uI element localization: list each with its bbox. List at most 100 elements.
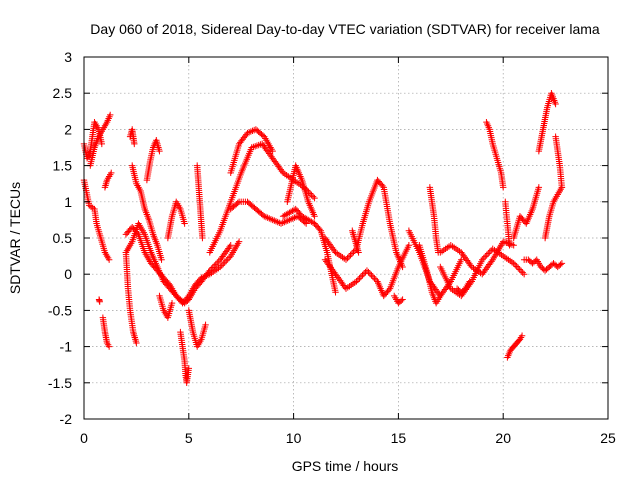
data-point xyxy=(485,250,492,257)
data-point xyxy=(309,193,317,200)
data-point xyxy=(440,287,448,295)
data-point xyxy=(366,270,374,277)
data-point xyxy=(459,250,466,258)
data-point xyxy=(333,272,340,280)
data-point xyxy=(225,245,232,252)
data-point xyxy=(371,275,378,282)
data-point xyxy=(558,260,566,267)
data-series-s29 xyxy=(437,238,517,278)
data-point xyxy=(516,266,523,273)
data-series-s3 xyxy=(87,111,114,169)
data-point xyxy=(520,271,528,278)
data-point xyxy=(340,282,347,289)
data-series-s19 xyxy=(227,126,276,177)
data-point xyxy=(482,253,489,260)
data-point xyxy=(270,156,278,164)
data-point xyxy=(327,264,335,271)
data-point xyxy=(262,145,269,152)
data-series-s34 xyxy=(520,256,566,274)
data-point xyxy=(342,256,350,263)
data-series-s4 xyxy=(99,314,113,350)
data-point xyxy=(433,287,441,295)
data-point xyxy=(168,299,176,307)
y-tick-label: 0.5 xyxy=(53,230,73,246)
data-point xyxy=(355,249,362,256)
data-point xyxy=(535,184,543,191)
data-point xyxy=(325,261,332,268)
data-point xyxy=(224,246,231,254)
data-point xyxy=(339,280,346,288)
data-series-s31 xyxy=(502,198,513,249)
data-point xyxy=(437,292,444,300)
data-point xyxy=(269,155,276,162)
y-tick-label: -1.5 xyxy=(48,375,72,391)
data-point xyxy=(258,140,266,148)
data-series-s38 xyxy=(349,227,362,256)
data-point xyxy=(226,243,233,251)
chart-title: Day 060 of 2018, Sidereal Day-to-day VTE… xyxy=(90,21,600,37)
data-series-s32 xyxy=(504,332,526,361)
data-point xyxy=(226,254,233,261)
data-point xyxy=(331,247,338,255)
data-point xyxy=(479,256,486,263)
data-point xyxy=(350,248,357,256)
data-point xyxy=(328,266,336,273)
data-point xyxy=(265,150,273,157)
data-point xyxy=(519,269,526,276)
data-point xyxy=(326,241,333,248)
data-point xyxy=(331,269,338,276)
data-point xyxy=(332,271,339,278)
data-point xyxy=(181,220,188,227)
data-point xyxy=(558,184,566,191)
grid-layer xyxy=(84,57,608,419)
data-point xyxy=(506,242,513,249)
x-tick-label: 25 xyxy=(600,430,616,446)
data-point xyxy=(484,262,492,270)
data-point xyxy=(438,291,445,298)
data-point xyxy=(385,286,392,294)
data-point xyxy=(480,254,487,262)
data-point xyxy=(356,275,363,282)
data-point xyxy=(335,275,343,283)
data-point xyxy=(133,339,140,347)
data-series-s1 xyxy=(80,176,113,263)
data-point xyxy=(98,140,106,148)
x-tick-label: 10 xyxy=(286,430,302,446)
y-tick-label: 1.5 xyxy=(53,158,73,174)
data-point xyxy=(347,251,354,259)
data-point xyxy=(158,256,165,263)
data-point xyxy=(276,164,283,172)
data-point xyxy=(329,267,337,275)
data-point xyxy=(96,298,103,305)
data-point xyxy=(480,269,487,276)
x-tick-label: 15 xyxy=(391,430,407,446)
x-axis-label: GPS time / hours xyxy=(292,458,399,474)
data-point xyxy=(185,365,192,372)
data-point xyxy=(510,260,517,267)
data-series-s36 xyxy=(552,133,566,191)
data-point xyxy=(487,259,494,267)
data-point xyxy=(311,213,318,220)
data-point xyxy=(105,343,113,350)
y-tick-label: 3 xyxy=(64,49,72,65)
data-point xyxy=(321,256,329,263)
data-point xyxy=(552,100,559,108)
data-point xyxy=(360,270,368,277)
data-point xyxy=(363,267,371,274)
data-point xyxy=(463,257,471,264)
data-point xyxy=(217,256,224,263)
data-series-s6 xyxy=(95,296,103,305)
y-tick-label: -1 xyxy=(60,339,73,355)
data-point xyxy=(308,191,315,199)
data-series-s35 xyxy=(535,90,559,155)
data-point xyxy=(368,272,375,279)
data-point xyxy=(267,151,274,159)
data-point xyxy=(261,143,268,151)
data-point xyxy=(274,161,281,168)
data-point xyxy=(260,142,267,149)
y-tick-label: 0 xyxy=(64,266,72,282)
data-series-s7 xyxy=(122,249,140,347)
data-point xyxy=(272,159,280,167)
data-point xyxy=(353,278,360,285)
data-point xyxy=(156,147,163,155)
